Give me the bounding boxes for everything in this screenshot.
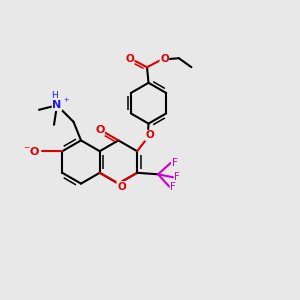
Text: O: O	[117, 182, 126, 192]
Text: O: O	[160, 54, 169, 64]
Text: $^+$: $^+$	[62, 97, 71, 107]
Text: F: F	[174, 172, 180, 182]
Text: F: F	[172, 158, 178, 168]
Text: O: O	[95, 125, 104, 135]
Text: N: N	[52, 100, 62, 110]
Text: F: F	[170, 182, 176, 193]
Text: $^{-}$O: $^{-}$O	[23, 145, 41, 157]
Text: O: O	[145, 130, 154, 140]
Text: O: O	[125, 54, 134, 64]
Text: H: H	[51, 91, 57, 100]
